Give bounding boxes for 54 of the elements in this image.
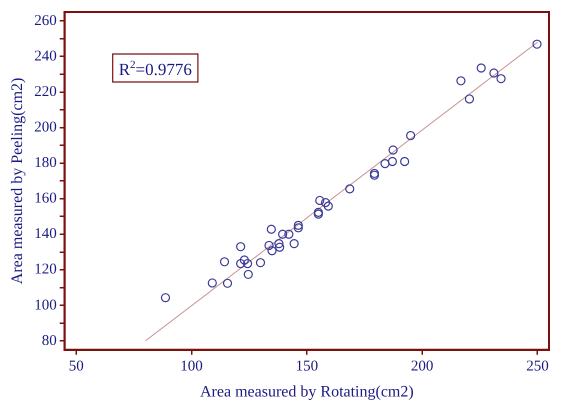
point [314, 208, 323, 217]
point [290, 239, 299, 248]
y-tick-label: 160 [34, 190, 57, 207]
y-tick-label: 100 [34, 297, 57, 314]
point [345, 184, 354, 194]
point [264, 240, 274, 250]
point [236, 242, 246, 252]
x-tick-label: 50 [68, 358, 84, 375]
point [266, 224, 276, 234]
point [244, 270, 253, 280]
point [267, 246, 277, 256]
point [284, 230, 294, 239]
point [406, 130, 416, 140]
y-tick-label: 120 [34, 262, 57, 278]
point [220, 257, 230, 266]
point [464, 94, 474, 104]
x-axis-title: Area measured by Rotating(cm2) [200, 384, 414, 401]
point [324, 202, 333, 211]
point [476, 63, 486, 73]
point [489, 68, 498, 78]
y-tick-label: 180 [34, 155, 57, 172]
point [242, 258, 252, 268]
point [240, 255, 249, 265]
point [222, 278, 232, 288]
point [400, 156, 410, 166]
point [315, 196, 324, 206]
point [294, 223, 303, 232]
y-tick-label: 140 [34, 226, 57, 242]
point [456, 76, 466, 86]
point [256, 258, 266, 268]
point [274, 239, 284, 248]
y-tick-label: 200 [34, 120, 57, 136]
point [380, 159, 390, 168]
x-tick-label: 200 [410, 358, 434, 375]
point [388, 156, 398, 166]
point [532, 40, 542, 49]
point [160, 293, 170, 302]
point [496, 74, 506, 84]
y-tick-label: 80 [42, 332, 57, 349]
point [208, 278, 217, 288]
y-axis-title: Area measured by Peeling(cm2) [8, 78, 26, 284]
y-tick-label: 240 [34, 48, 57, 64]
x-tick-label: 100 [180, 358, 203, 375]
x-tick-label: 150 [296, 358, 318, 375]
point [275, 242, 284, 252]
point [236, 258, 246, 268]
x-tick-label: 250 [526, 358, 549, 375]
point [278, 230, 288, 239]
point [294, 220, 303, 230]
point [314, 210, 323, 219]
point [388, 145, 398, 155]
y-tick-label: 260 [34, 12, 57, 29]
point [320, 198, 330, 208]
y-tick-label: 220 [34, 84, 57, 100]
